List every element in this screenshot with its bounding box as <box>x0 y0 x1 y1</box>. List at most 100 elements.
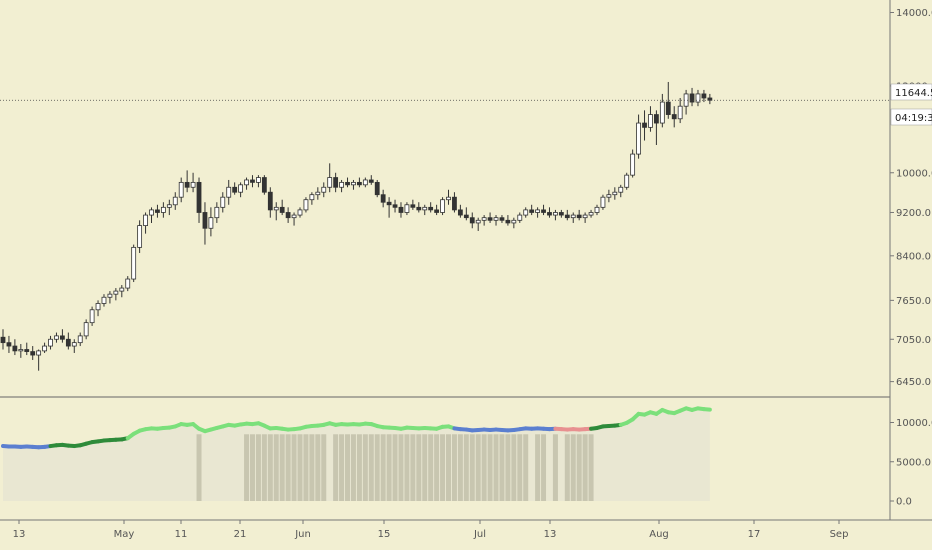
candle-body-down <box>689 93 695 103</box>
candle-body-up <box>273 206 279 211</box>
candle <box>606 189 612 203</box>
candle <box>582 212 588 223</box>
indicator-bar <box>297 434 303 501</box>
candle-body-up <box>362 179 368 186</box>
indicator-bar <box>279 434 285 501</box>
candle <box>65 332 71 350</box>
candle-body-down <box>428 206 434 211</box>
candle <box>202 202 208 245</box>
candle <box>30 346 36 360</box>
candle <box>618 184 624 198</box>
indicator-bar <box>588 434 594 501</box>
candle <box>273 202 279 221</box>
indicator-bar <box>517 434 523 501</box>
candle-body-down <box>452 196 457 211</box>
candle-body-up <box>517 214 523 221</box>
time-axis[interactable]: 13 May 11 21 Jun 15 Jul 13 Aug 17 Sep <box>13 520 849 540</box>
candle-body-up <box>297 209 303 216</box>
candle <box>60 329 65 343</box>
candle-body-down <box>12 345 18 352</box>
indicator-bar <box>255 434 261 501</box>
candle <box>101 294 107 307</box>
candle <box>487 212 493 223</box>
candle-body-up <box>321 186 327 193</box>
indicator-bar <box>321 434 327 501</box>
candle <box>517 212 523 223</box>
candle-body-up <box>125 278 131 289</box>
candle <box>665 81 671 119</box>
indicator-bar <box>267 434 273 501</box>
candle <box>315 187 321 200</box>
candle-body-up <box>160 206 166 213</box>
time-tick-label: 11 <box>175 529 188 540</box>
candle-body-up <box>77 335 83 344</box>
candle-body-down <box>457 209 463 216</box>
candle-body-down <box>60 335 65 340</box>
candle-body-up <box>570 214 576 219</box>
indicator-bar <box>374 434 380 501</box>
candle <box>457 204 463 218</box>
candle-body-up <box>606 194 612 198</box>
candle <box>648 106 653 132</box>
candle-body-down <box>30 351 36 356</box>
price-tick-label: 10000.0 <box>896 168 932 179</box>
indicator-bar <box>523 434 529 501</box>
indicator-bar <box>196 434 202 501</box>
indicator-bar <box>285 434 291 501</box>
candle-body-down <box>356 181 362 186</box>
candle-body-up <box>48 338 53 347</box>
candle-body-up <box>131 246 137 280</box>
candle <box>707 93 713 105</box>
candle-body-up <box>89 309 95 324</box>
candle-body-up <box>226 186 232 198</box>
indicator-bar <box>404 434 410 501</box>
candle <box>398 202 404 218</box>
candle <box>214 202 220 223</box>
candle-body-up <box>113 290 119 295</box>
candle <box>374 179 380 198</box>
candle <box>0 329 6 350</box>
time-tick-label: Sep <box>830 529 849 540</box>
candle-body-up <box>18 349 24 352</box>
indicator-bar <box>362 434 368 501</box>
candle-body-up <box>636 122 641 155</box>
candle <box>564 209 570 221</box>
indicator-bar <box>416 434 422 501</box>
candle <box>630 149 636 178</box>
candle <box>125 276 131 292</box>
candle <box>499 215 505 223</box>
candle-body-up <box>535 209 540 213</box>
indicator-bar <box>541 434 547 501</box>
price-tick-label: 14000.0 <box>896 8 932 19</box>
candle-body-up <box>190 181 196 188</box>
candle-body-up <box>475 219 481 224</box>
candle <box>184 170 190 193</box>
candle-body-down <box>469 217 475 224</box>
candle-body-up <box>594 206 600 213</box>
candle-body-down <box>202 212 208 229</box>
last-price-label: 11644.5 <box>895 88 932 99</box>
indicator-bar <box>481 434 487 501</box>
candle <box>220 192 226 213</box>
candle <box>48 335 53 350</box>
candle <box>345 177 350 188</box>
candle <box>558 209 564 218</box>
indicator-bar <box>511 434 517 501</box>
candle <box>368 175 374 185</box>
candle <box>113 288 119 301</box>
candle-body-down <box>541 209 546 213</box>
candle-body-down <box>576 214 582 219</box>
candle <box>256 175 261 188</box>
indicator-bar <box>505 434 511 501</box>
candle-body-down <box>654 114 659 124</box>
candle-body-up <box>95 303 101 311</box>
indicator-bar <box>291 434 297 501</box>
indicator-bar <box>457 434 463 501</box>
candle-body-up <box>238 184 244 193</box>
indicator-bar <box>487 434 493 501</box>
price-tick-label: 7650.0 <box>896 296 931 307</box>
indicator-bar <box>410 434 416 501</box>
indicator-bar <box>422 434 428 501</box>
candle-body-down <box>184 181 190 188</box>
indicator-axis[interactable]: 10000.0 5000.0 0.0 <box>890 418 932 508</box>
